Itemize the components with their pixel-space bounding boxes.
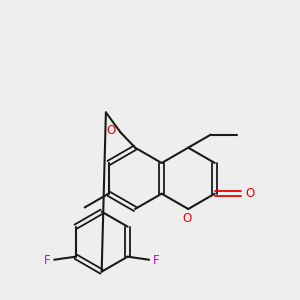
Text: F: F [44, 254, 50, 267]
Text: O: O [106, 124, 116, 137]
Text: F: F [153, 254, 160, 267]
Text: O: O [182, 212, 191, 225]
Text: O: O [246, 187, 255, 200]
